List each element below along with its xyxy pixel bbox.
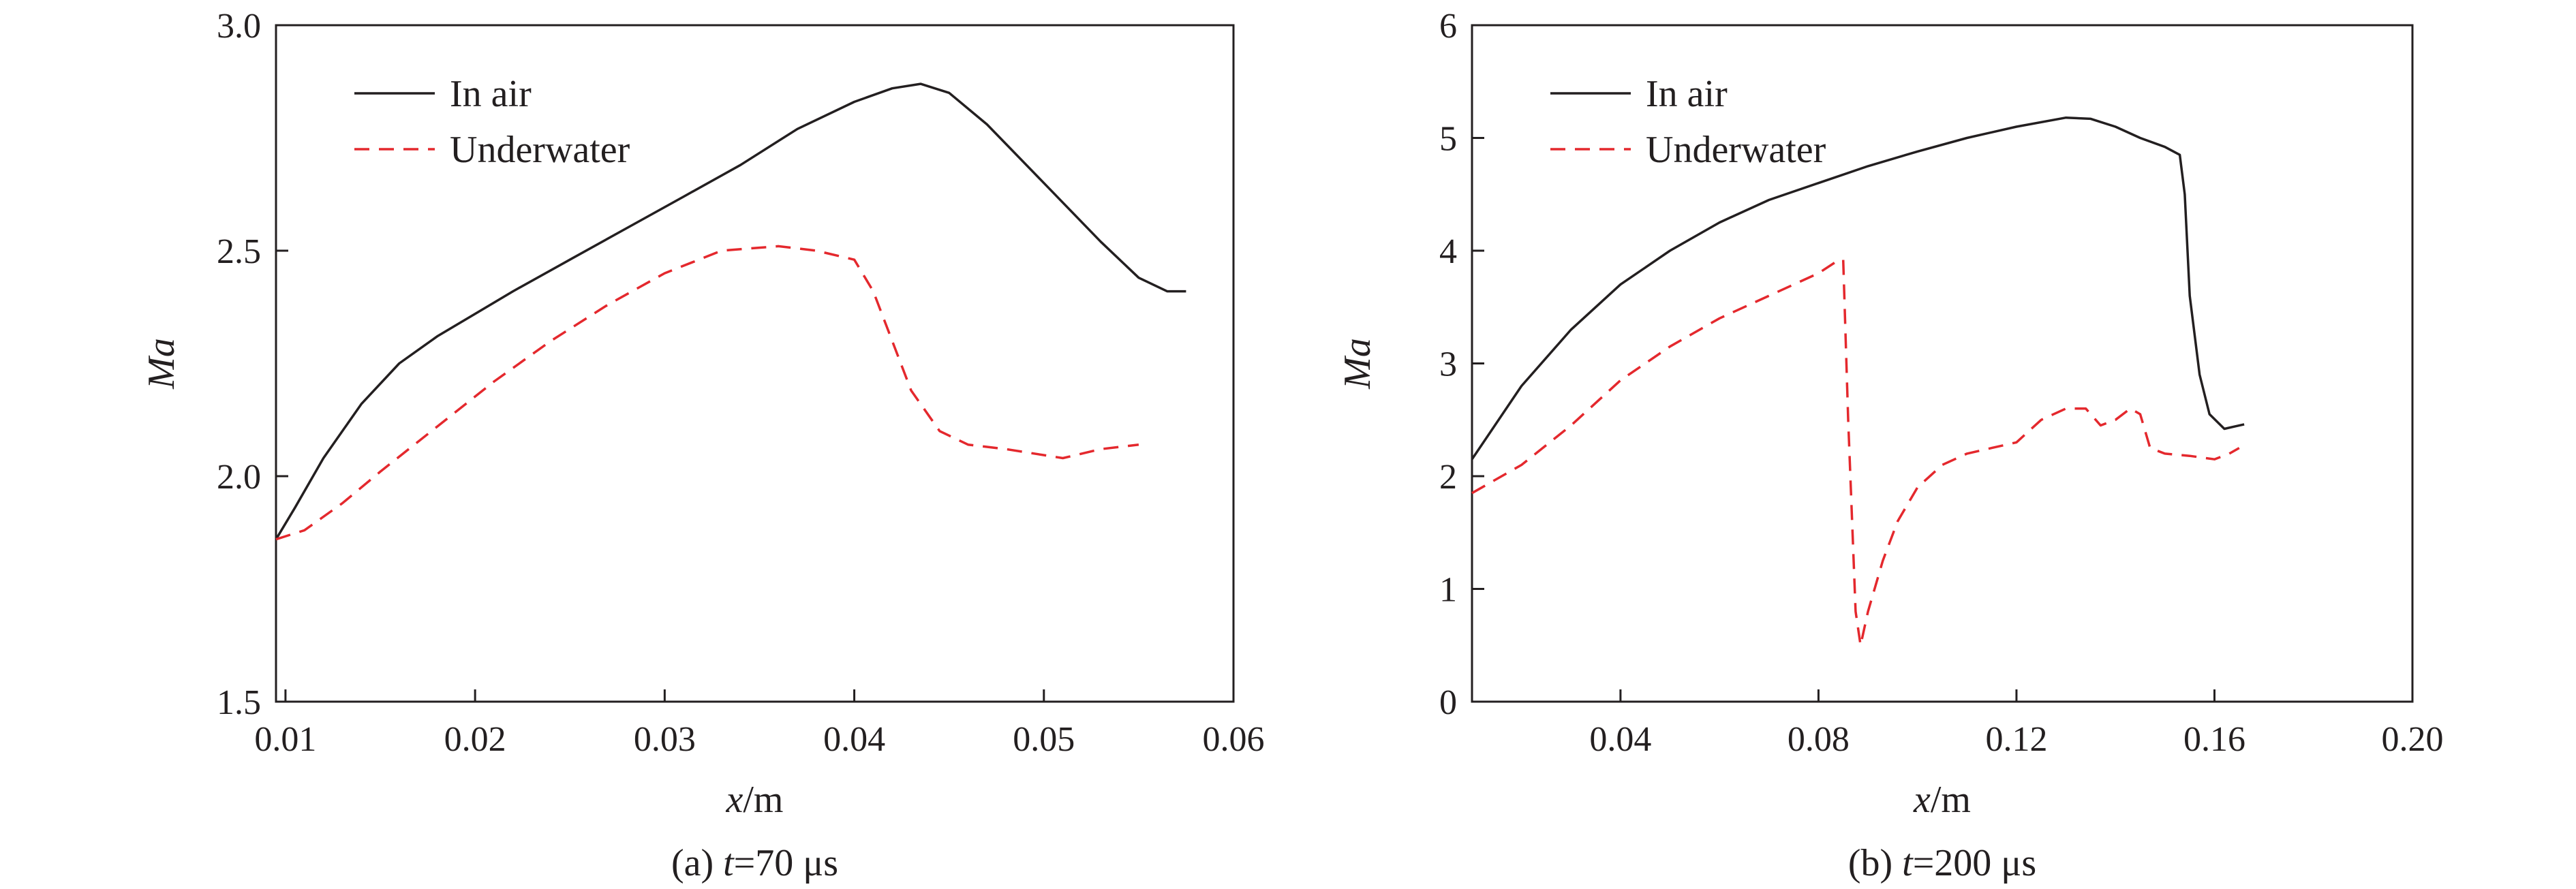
series-line-underwater [1471,258,2240,647]
x-tick-label: 0.03 [634,720,696,759]
panel-caption: (b) t=200 μs [1848,842,2036,884]
panel-caption: (a) t=70 μs [671,842,838,884]
chart-panel-a: 0.01 0.02 0.03 0.04 0.05 0.06 1.5 2.0 2.5 3.0 Ma x/… [140,7,1265,884]
x-tick-label: 0.04 [823,720,885,759]
y-tick-label: 3 [1439,345,1457,384]
legend-label-in-air: In air [450,73,532,115]
plot-frame [1471,24,2414,703]
y-tick-label: 0 [1439,683,1457,722]
y-tick-label: 2 [1439,458,1457,497]
x-axis-label-unit: /m [1931,779,1971,821]
y-tick-label: 5 [1439,120,1457,159]
series-line-in-air [1471,116,2245,461]
caption-var: t [1902,842,1914,884]
y-axis-label: Ma [140,338,183,390]
x-tick-label: 0.12 [1985,720,2047,759]
legend-label-in-air: In air [1646,73,1728,115]
x-tick-label: 0.01 [254,720,316,759]
x-axis-label-var: x [726,779,743,821]
y-tick-label: 3.0 [217,7,261,46]
y-tick-label: 6 [1439,7,1457,46]
x-tick-label: 0.05 [1013,720,1075,759]
caption-var: t [723,842,735,884]
series-line-in-air [275,82,1186,540]
x-axis-label-var: x [1913,779,1931,821]
x-tick-label: 0.20 [2382,720,2444,759]
y-tick-label: 2.5 [217,232,261,271]
x-axis-label: x/m [726,779,784,821]
caption-prefix: (a) [671,842,723,884]
x-tick-label: 0.08 [1788,720,1850,759]
caption-rest: =70 μs [734,842,838,884]
y-axis-label: Ma [1336,338,1379,390]
chart-panel-b: 0.04 0.08 0.12 0.16 0.20 0 1 2 3 4 5 6 Ma x/m (b) t=20… [1336,7,2444,884]
x-tick-label: 0.06 [1203,720,1265,759]
caption-rest: =200 μs [1913,842,2036,884]
y-tick-label: 1 [1439,571,1457,610]
x-axis-label: x/m [1913,779,1971,821]
x-tick-label: 0.04 [1589,720,1651,759]
series-line-underwater [275,245,1139,541]
y-tick-label: 4 [1439,232,1457,271]
legend-label-underwater: Underwater [450,129,630,171]
x-tick-label: 0.16 [2183,720,2245,759]
y-tick-label: 1.5 [217,683,261,722]
caption-prefix: (b) [1848,842,1902,884]
x-axis-label-unit: /m [743,779,783,821]
x-tick-label: 0.02 [444,720,506,759]
plot-frame [275,24,1235,703]
legend-label-underwater: Underwater [1646,129,1826,171]
y-tick-label: 2.0 [217,458,261,497]
